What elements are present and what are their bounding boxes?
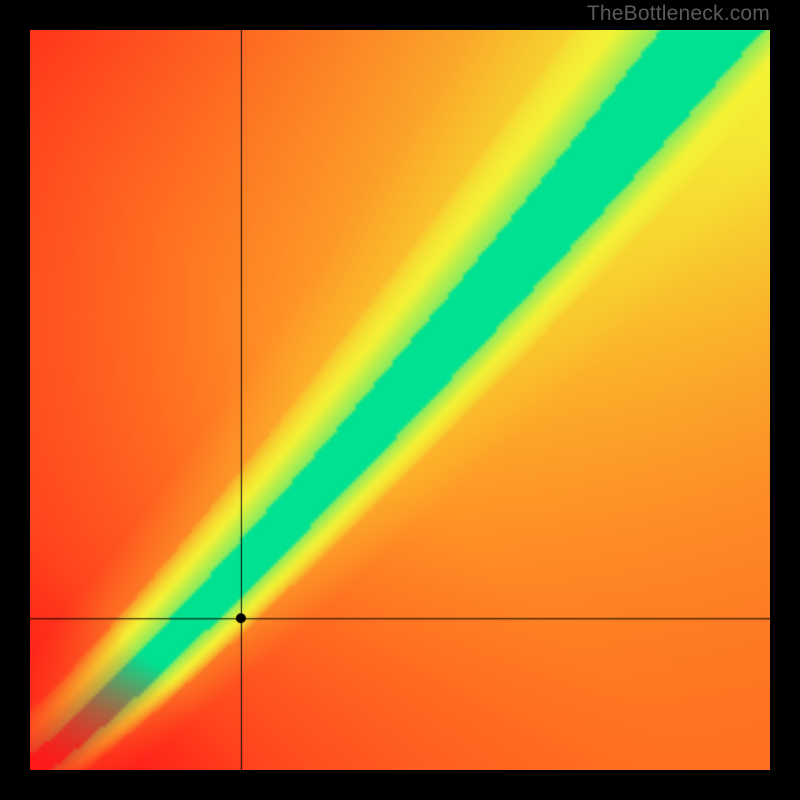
chart-container: TheBottleneck.com [0,0,800,800]
attribution-text: TheBottleneck.com [587,2,770,26]
bottleneck-heatmap [30,30,770,770]
